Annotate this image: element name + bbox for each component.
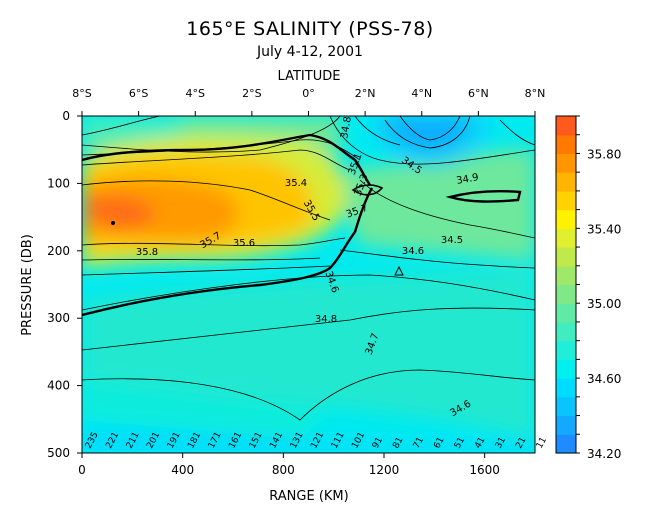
y-tick-label: 200 — [47, 244, 70, 258]
colorbar-swatch — [556, 359, 576, 379]
station-label: 51 — [453, 436, 467, 451]
contour-label: 34.6 — [402, 246, 424, 257]
colorbar-swatch — [556, 116, 576, 136]
top-tick-label: 8°S — [72, 87, 91, 100]
contour-label: 34.8 — [339, 116, 354, 140]
contour-label: 34.5 — [441, 235, 463, 246]
station-label-text: 21 — [514, 436, 528, 451]
x-tick-label: 1600 — [469, 463, 500, 477]
top-tick-label: 6°S — [129, 87, 148, 100]
station-label: 81 — [391, 436, 405, 451]
contour-label: 34.9 — [456, 172, 480, 187]
y-tick-label: 0 — [62, 109, 70, 123]
colorbar-swatch — [556, 153, 576, 173]
top-tick-label: 6°N — [468, 87, 489, 100]
station-label: 31 — [494, 436, 508, 451]
y-tick-label: 300 — [47, 311, 70, 325]
colorbar-swatch — [556, 172, 576, 192]
top-tick-label: 4°N — [411, 87, 432, 100]
station-label-text: 51 — [453, 436, 467, 451]
station-label: 41 — [473, 436, 487, 451]
colorbar-tick-label: 35.40 — [587, 222, 621, 236]
contour-label: 35.4 — [285, 178, 307, 189]
colorbar-swatch — [556, 396, 576, 417]
x-tick-label: 0 — [78, 463, 86, 477]
x-tick-label: 800 — [272, 463, 295, 477]
station-label-text: 81 — [391, 436, 405, 451]
station-label: 71 — [412, 436, 426, 451]
chart-subtitle: July 4-12, 2001 — [257, 44, 363, 60]
colorbar-swatch — [556, 134, 576, 155]
axes: 0 400 800 1200 1600 0 100 200 300 400 500 8°S 6°S 4°S… — [47, 87, 545, 477]
colorbar-tick-label: 34.60 — [587, 372, 621, 386]
y-axis-label: PRESSURE (DB) — [20, 234, 35, 336]
top-tick-label: 4°S — [186, 87, 205, 100]
colorbar-swatch — [556, 321, 576, 342]
x-axis-label: RANGE (KM) — [269, 489, 348, 504]
station-label-text: 11 — [535, 436, 549, 451]
contour-label: 34.8 — [315, 314, 337, 325]
top-tick-label: 2°S — [242, 87, 261, 100]
colorbar-swatch — [556, 190, 576, 211]
top-tick-label: 8°N — [525, 87, 546, 100]
y-tick-label: 500 — [47, 446, 70, 460]
station-label: 61 — [432, 436, 446, 451]
colorbar-tick-label: 35.80 — [587, 147, 621, 161]
colorbar-swatch — [556, 378, 576, 398]
station-label-text: 41 — [473, 436, 487, 451]
station-label-text: 71 — [412, 436, 426, 451]
colorbar-tick-label: 34.20 — [587, 447, 621, 461]
colorbar-swatch — [556, 434, 576, 454]
colorbar: 35.80 35.40 35.00 34.60 34.20 — [555, 115, 621, 461]
colorbar-swatch — [556, 228, 576, 248]
top-tick-label: 2°N — [355, 87, 376, 100]
station-label-text: 91 — [371, 436, 385, 451]
station-label-text: 61 — [432, 436, 446, 451]
station-label: 11 — [535, 436, 549, 451]
contour-label: 35.6 — [233, 238, 255, 249]
x-tick-label: 400 — [171, 463, 194, 477]
colorbar-swatch — [556, 284, 576, 304]
x-top-axis-label: LATITUDE — [278, 69, 341, 84]
y-tick-label: 400 — [47, 379, 70, 393]
contour-lines — [82, 116, 535, 421]
colorbar-swatch — [556, 265, 576, 286]
station-label-text: 31 — [494, 436, 508, 451]
y-tick-label: 100 — [47, 176, 70, 190]
colorbar-swatch — [556, 340, 576, 360]
station-label: 21 — [514, 436, 528, 451]
colorbar-swatch — [556, 247, 576, 267]
contour-label: 35.8 — [136, 247, 158, 258]
salinity-field — [82, 116, 535, 453]
colorbar-swatch — [556, 303, 576, 323]
colorbar-tick-label: 35.00 — [587, 297, 621, 311]
colorbar-swatch — [556, 209, 576, 229]
chart-title: 165°E SALINITY (PSS-78) — [186, 18, 434, 40]
top-tick-label: 0° — [302, 87, 315, 100]
station-label: 91 — [371, 436, 385, 451]
colorbar-swatch — [556, 415, 576, 435]
x-tick-label: 1200 — [369, 463, 400, 477]
